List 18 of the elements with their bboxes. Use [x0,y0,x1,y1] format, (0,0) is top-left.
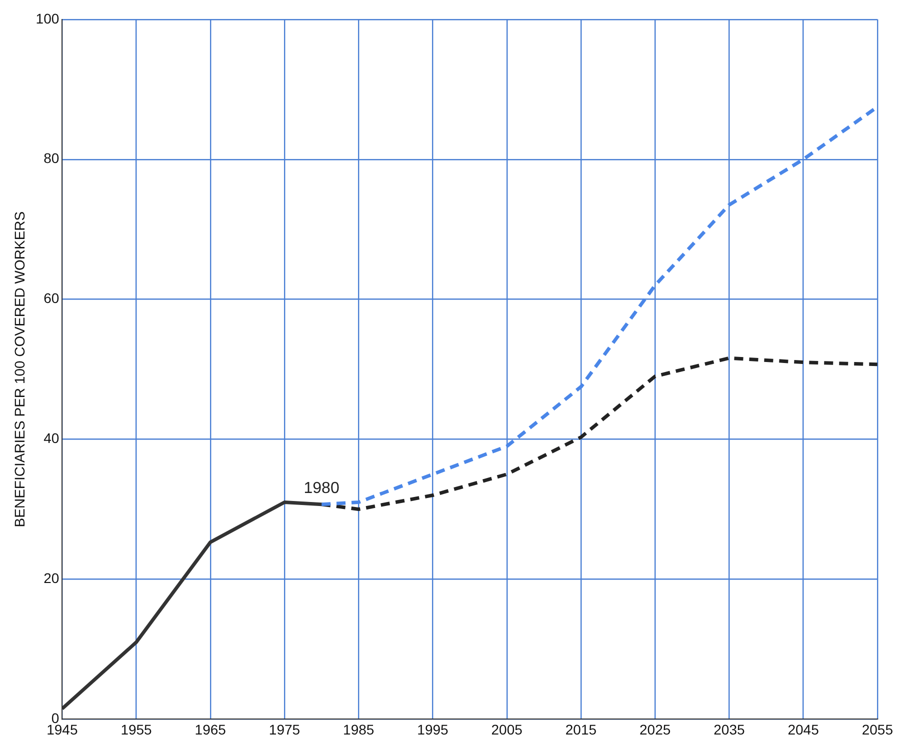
y-tick-label: 20 [44,570,60,586]
y-tick-label: 100 [36,10,60,26]
x-tick-label: 2055 [862,721,894,738]
x-tick-label: 2015 [565,721,597,738]
y-tick-label: 80 [44,150,60,166]
y-tick-label: 60 [44,290,60,306]
x-tick-label: 1995 [417,721,449,738]
x-tick-label: 2035 [714,721,745,738]
x-tick-label: 2025 [640,721,671,738]
annotation: 1980 [304,480,340,497]
y-axis-title: BENEFICIARIES PER 100 COVERED WORKERS [11,211,28,528]
x-tick-label: 2005 [491,721,523,738]
x-tick-label: 2045 [788,721,820,738]
x-tick-label: 1965 [194,721,226,738]
x-tick-label: 1985 [343,721,374,738]
x-tick-label: 1955 [120,721,152,738]
x-tick-label: 1975 [268,721,300,738]
y-tick-label: 40 [44,430,60,446]
